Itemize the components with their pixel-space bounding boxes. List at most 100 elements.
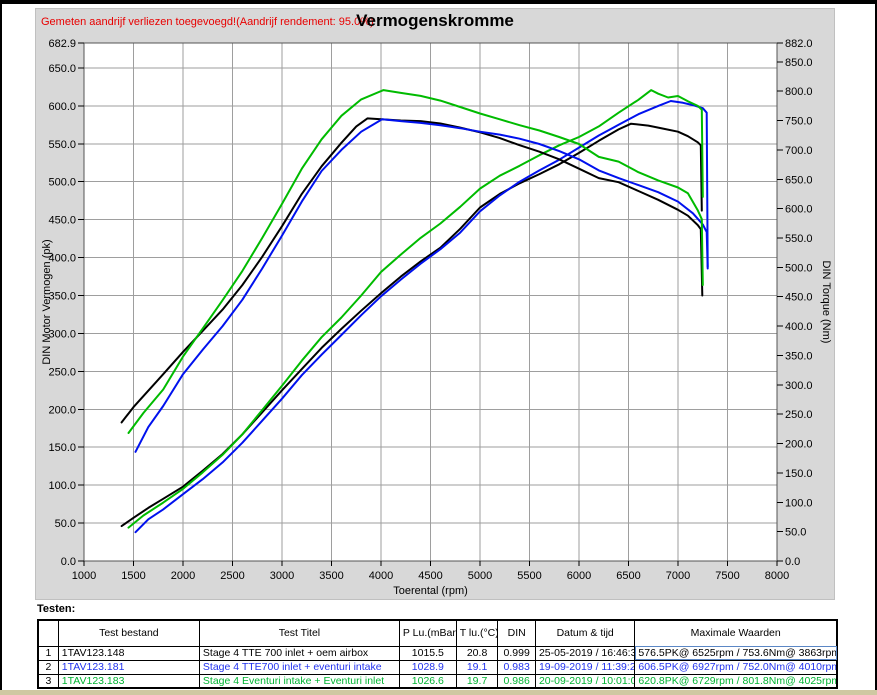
y-left-tick-label: 682.9 — [48, 38, 76, 50]
y-right-tick-label: 250.0 — [785, 409, 813, 421]
column-header: Datum & tijd — [534, 619, 636, 647]
x-tick-label: 7000 — [666, 570, 690, 582]
table-cell[interactable]: Stage 4 Eventuri intake + Eventuri inlet — [198, 673, 400, 689]
bottom-strip — [0, 690, 877, 695]
tests-table: Test bestand Test Titel P Lu.(mBar) T lu.(°… — [37, 619, 838, 689]
y-right-tick-label: 50.0 — [785, 527, 806, 539]
y-right-tick-label: 600.0 — [785, 204, 813, 216]
y-left-tick-label: 300.0 — [48, 328, 76, 340]
curve-torque-green — [127, 89, 704, 434]
y-right-tick-label: 0.0 — [785, 556, 800, 568]
selected-cell[interactable]: 576.5PK@ 6525rpm / 753.6Nm@ 3863rpm — [634, 645, 838, 661]
row-number: 3 — [37, 673, 59, 689]
y-right-tick-label: 500.0 — [785, 262, 813, 274]
table-cell[interactable]: 0.986 — [497, 673, 536, 689]
table-row[interactable]: 2 1TAV123.181 Stage 4 TTE700 inlet + event… — [37, 659, 838, 675]
column-header: Test bestand — [57, 619, 200, 647]
table-cell[interactable]: 0.999 — [497, 645, 536, 661]
y-left-tick-label: 600.0 — [48, 101, 76, 113]
x-tick-label: 5000 — [468, 570, 492, 582]
row-number: 2 — [37, 659, 59, 675]
x-tick-label: 2500 — [220, 570, 244, 582]
table-row[interactable]: 1 1TAV123.148 Stage 4 TTE 700 inlet + oem … — [37, 645, 838, 661]
y-right-tick-label: 300.0 — [785, 380, 813, 392]
y-left-tick-label: 150.0 — [48, 442, 76, 454]
column-header: P Lu.(mBar) — [398, 619, 457, 647]
table-cell[interactable]: 1028.9 — [398, 659, 457, 675]
testen-label: Testen: — [37, 603, 76, 615]
column-header: DIN — [497, 619, 536, 647]
y-right-tick-label: 850.0 — [785, 57, 813, 69]
table-cell[interactable]: 19-09-2019 / 11:39:20 — [534, 659, 636, 675]
drivetrain-loss-note: Gemeten aandrijf verliezen toegevoegd!(A… — [41, 16, 374, 28]
y-right-tick-label: 200.0 — [785, 439, 813, 451]
y-left-tick-label: 50.0 — [55, 518, 76, 530]
table-cell[interactable]: 1TAV123.183 — [57, 673, 200, 689]
y-left-tick-label: 500.0 — [48, 177, 76, 189]
y-left-tick-label: 450.0 — [48, 215, 76, 227]
y-left-tick-label: 400.0 — [48, 253, 76, 265]
x-tick-label: 6500 — [616, 570, 640, 582]
y-right-tick-label: 100.0 — [785, 497, 813, 509]
x-tick-label: 4000 — [369, 570, 393, 582]
table-cell[interactable]: 1015.5 — [398, 645, 457, 661]
column-header: Test Titel — [198, 619, 400, 647]
top-border — [0, 0, 877, 4]
row-number: 1 — [37, 645, 59, 661]
y-left-axis-title: DIN Motor Vermogen (pk) — [41, 239, 53, 364]
x-axis-title: Toerental (rpm) — [393, 585, 468, 597]
table-cell[interactable]: 20-09-2019 / 10:01:08 — [534, 673, 636, 689]
x-tick-label: 3000 — [270, 570, 294, 582]
curve-torque-blue — [134, 118, 709, 453]
y-right-tick-label: 882.0 — [785, 38, 813, 50]
table-cell[interactable]: 19.1 — [455, 659, 499, 675]
x-tick-label: 6000 — [567, 570, 591, 582]
table-cell[interactable]: 19.7 — [455, 673, 499, 689]
y-right-tick-label: 450.0 — [785, 292, 813, 304]
table-cell[interactable]: 1TAV123.181 — [57, 659, 200, 675]
chart-title: Vermogenskromme — [356, 11, 514, 30]
y-right-tick-label: 650.0 — [785, 174, 813, 186]
table-cell[interactable]: Stage 4 TTE 700 inlet + oem airbox — [198, 645, 400, 661]
y-left-tick-label: 250.0 — [48, 366, 76, 378]
table-cell[interactable]: 25-05-2019 / 16:46:36 — [534, 645, 636, 661]
x-tick-label: 8000 — [765, 570, 789, 582]
table-cell[interactable]: 1TAV123.148 — [57, 645, 200, 661]
table-header: Test bestand Test Titel P Lu.(mBar) T lu.(°… — [37, 619, 838, 647]
y-left-tick-label: 350.0 — [48, 291, 76, 303]
curve-power-blue — [134, 100, 709, 534]
y-right-tick-label: 800.0 — [785, 86, 813, 98]
y-right-tick-label: 750.0 — [785, 116, 813, 128]
column-header: T lu.(°C) — [455, 619, 499, 647]
right-border — [875, 0, 877, 695]
table-cell[interactable]: 20.8 — [455, 645, 499, 661]
curve-power-green — [127, 89, 704, 529]
column-header — [37, 619, 59, 647]
x-tick-label: 4500 — [418, 570, 442, 582]
power-torque-chart: 682.9 650.0 600.0 550.0 500.0 450.0 400.0 350.0… — [41, 38, 832, 597]
y-left-tick-label: 0.0 — [61, 556, 76, 568]
table-cell[interactable]: 1026.6 — [398, 673, 457, 689]
table-row[interactable]: 3 1TAV123.183 Stage 4 Eventuri intake + Ev… — [37, 673, 838, 689]
table-cell[interactable]: Stage 4 TTE700 inlet + eventuri intake — [198, 659, 400, 675]
y-right-axis-title: DIN Torque (Nm) — [820, 261, 832, 344]
y-right-tick-label: 400.0 — [785, 321, 813, 333]
y-right-tick-label: 350.0 — [785, 350, 813, 362]
max-values-cell[interactable]: 620.8PK@ 6729rpm / 801.8Nm@ 4025rpm — [634, 673, 838, 689]
y-right-tick-label: 550.0 — [785, 233, 813, 245]
x-tick-label: 2000 — [171, 570, 195, 582]
y-left-tick-label: 200.0 — [48, 404, 76, 416]
y-right-tick-label: 150.0 — [785, 468, 813, 480]
x-tick-label: 1000 — [72, 570, 96, 582]
max-values-cell[interactable]: 606.5PK@ 6927rpm / 752.0Nm@ 4010rpm — [634, 659, 838, 675]
x-tick-label: 5500 — [517, 570, 541, 582]
y-left-tick-label: 550.0 — [48, 139, 76, 151]
y-left-tick-label: 650.0 — [48, 63, 76, 75]
chart-panel: 682.9 650.0 600.0 550.0 500.0 450.0 400.0 350.0… — [35, 8, 835, 600]
y-left-tick-label: 100.0 — [48, 480, 76, 492]
y-right-tick-label: 700.0 — [785, 145, 813, 157]
x-tick-label: 7500 — [715, 570, 739, 582]
curve-torque-black — [120, 117, 704, 424]
table-cell[interactable]: 0.983 — [497, 659, 536, 675]
